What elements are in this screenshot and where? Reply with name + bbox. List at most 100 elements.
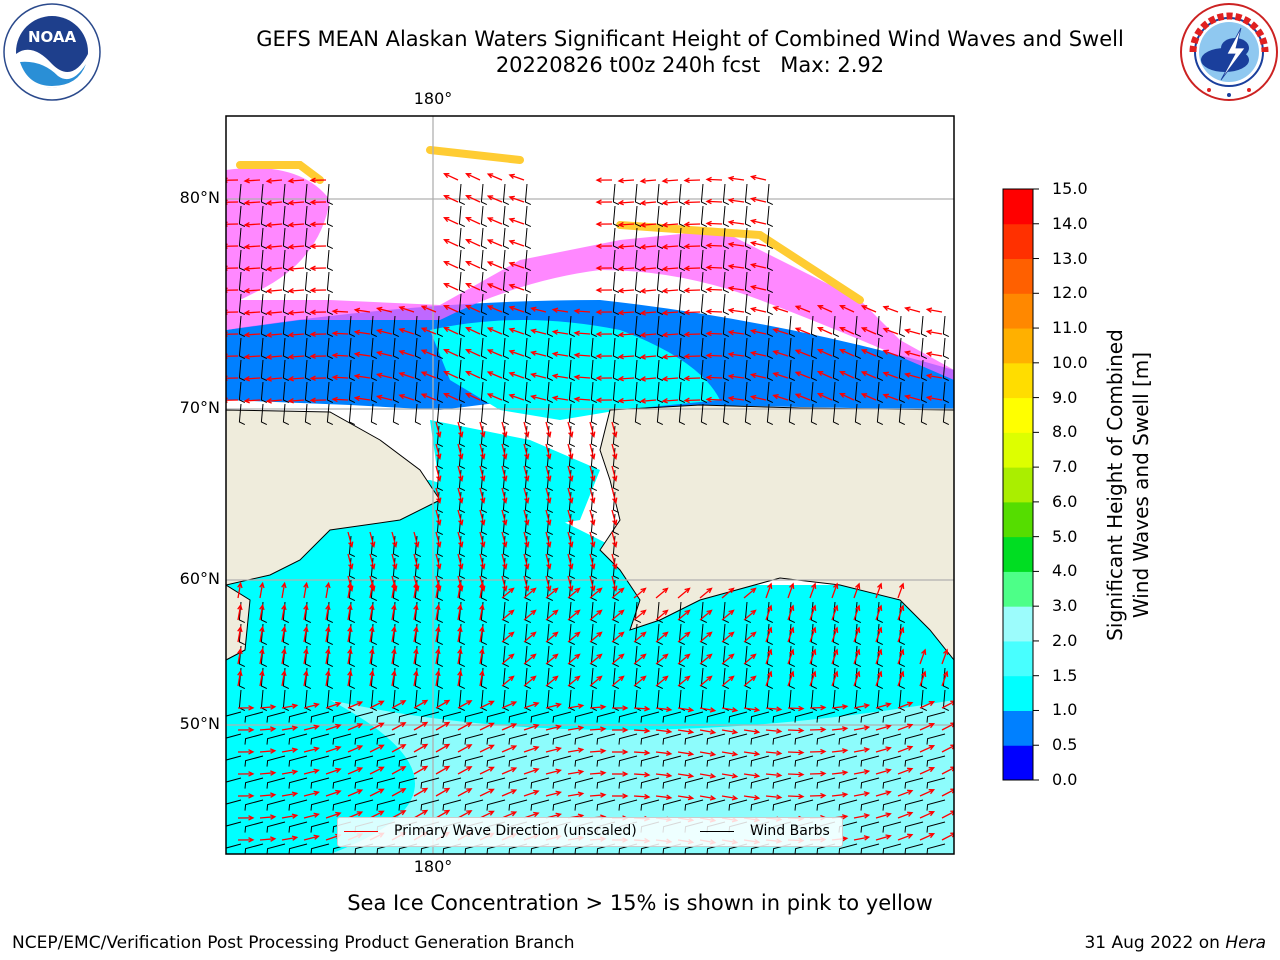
wave-arrow-head [353, 307, 361, 314]
wind-barb [226, 777, 242, 783]
wind-barb [282, 183, 290, 206]
wave-arrow [545, 725, 561, 731]
wave-arrow-head [789, 670, 795, 677]
wave-arrow [641, 245, 657, 248]
wind-barb [816, 799, 836, 811]
wave-arrow-head [794, 393, 802, 399]
wave-arrow [831, 771, 847, 775]
wind-barb [926, 821, 946, 833]
wave-arrow-head [533, 723, 540, 730]
wave-arrow [553, 374, 569, 379]
wave-arrow [487, 217, 503, 225]
wave-arrow-head [662, 653, 669, 660]
wind-barb [238, 183, 246, 206]
wave-arrow [875, 747, 891, 753]
wind-barb [524, 601, 532, 624]
wind-barb [700, 271, 708, 294]
wave-arrow-head [789, 648, 795, 655]
wave-arrow [435, 583, 440, 599]
wave-arrow-head [331, 374, 338, 381]
wave-arrow [259, 750, 275, 753]
wave-arrow [259, 583, 264, 599]
wave-arrow [589, 794, 606, 797]
colorbar-segment [1003, 362, 1033, 399]
wind-barb [464, 777, 484, 789]
wave-arrow [751, 175, 767, 181]
wave-arrow-head [486, 393, 494, 399]
wave-arrow [457, 487, 463, 503]
wave-arrow [633, 609, 646, 621]
wind-barb [392, 315, 400, 338]
wave-arrow-head [794, 305, 802, 311]
wave-arrow-head [508, 371, 515, 377]
wave-arrow [466, 349, 481, 357]
wave-arrow-head [882, 327, 889, 333]
wind-barb [744, 403, 752, 426]
wave-arrow-head [436, 475, 442, 482]
wave-arrow [721, 729, 737, 734]
wave-arrow [545, 531, 551, 547]
wind-barb [260, 315, 268, 338]
wind-barb [260, 359, 268, 382]
wind-barb [546, 667, 554, 690]
wave-arrow-head [356, 789, 364, 795]
wave-arrow-head [259, 647, 265, 655]
wave-arrow [509, 328, 525, 335]
wave-arrow-head [488, 810, 495, 816]
wind-barb [524, 293, 532, 316]
wave-arrow [267, 245, 283, 248]
wind-barb [546, 381, 554, 404]
colorbar-title: Significant Height of Combined Wind Wave… [1102, 275, 1154, 695]
wave-arrow [840, 349, 855, 357]
wave-arrow-head [552, 587, 559, 594]
wave-arrow-head [378, 766, 385, 772]
wave-arrow [288, 179, 305, 182]
wind-barb [722, 381, 730, 404]
wave-arrow [457, 766, 472, 775]
wave-arrow [523, 553, 529, 569]
wave-arrow-head [617, 397, 624, 404]
wind-barb [634, 271, 642, 294]
wind-barb [942, 359, 950, 382]
wave-arrow [399, 372, 415, 379]
wind-barb [480, 337, 488, 360]
wave-arrow [399, 328, 415, 335]
wave-arrow [288, 201, 305, 204]
colorbar-segment [1003, 223, 1033, 260]
wave-arrow-head [552, 653, 559, 660]
wind-barb [662, 733, 682, 745]
wave-arrow [787, 707, 804, 710]
wind-barb [678, 623, 686, 646]
wave-arrow [633, 675, 646, 687]
wave-arrow-head [841, 726, 849, 732]
wind-barb [420, 711, 440, 723]
wave-arrow-head [309, 287, 316, 293]
wind-barb [612, 227, 620, 250]
wave-arrow [466, 173, 481, 181]
wave-arrow-head [618, 609, 625, 616]
wave-arrow-head [661, 200, 668, 206]
wave-arrow-head [552, 631, 559, 638]
wave-arrow-head [291, 813, 299, 819]
wind-barb [860, 733, 880, 745]
wind-barb [722, 227, 730, 250]
wave-arrow-head [259, 669, 265, 677]
wave-arrow-head [728, 587, 735, 594]
wave-arrow-head [369, 647, 375, 655]
wave-arrow-head [375, 328, 383, 335]
wave-arrow [487, 239, 503, 247]
wind-barb [700, 403, 708, 426]
wave-arrow [523, 631, 536, 643]
wind-barb [706, 799, 726, 811]
wave-arrow [721, 707, 737, 712]
wind-barb [590, 315, 598, 338]
wind-barb [282, 315, 290, 338]
wave-arrow [655, 751, 671, 755]
wave-arrow [765, 583, 772, 599]
wave-arrow [501, 553, 507, 569]
wind-barb [502, 315, 510, 338]
wind-barb [728, 799, 748, 811]
wave-arrow [677, 653, 690, 665]
wave-arrow-head [325, 647, 331, 655]
wave-arrow-head [839, 370, 846, 376]
